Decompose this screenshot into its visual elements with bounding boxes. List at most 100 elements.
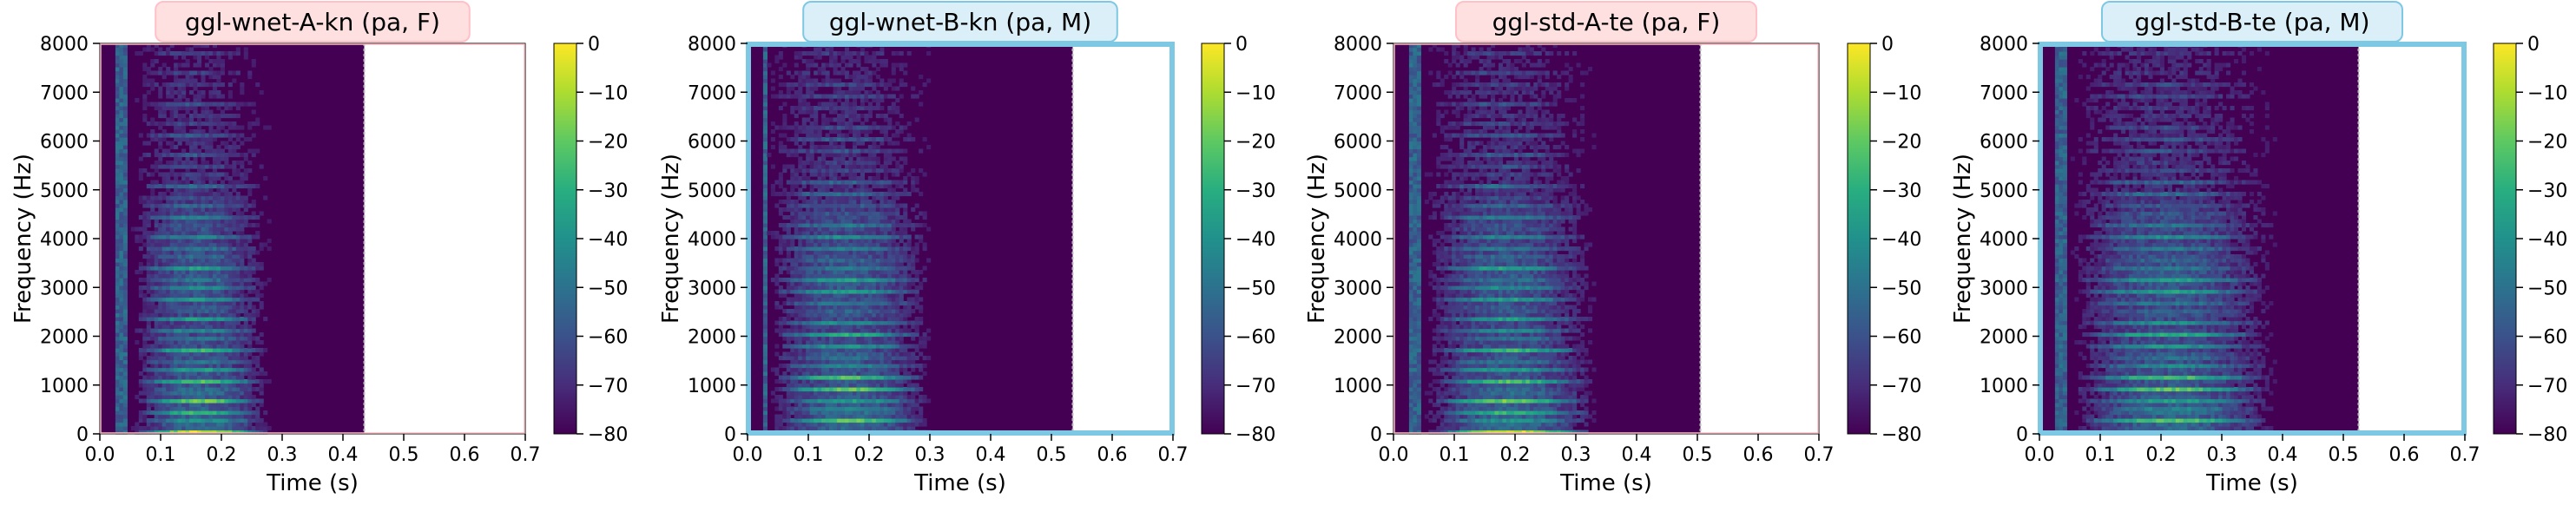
spectrogram-cell bbox=[216, 266, 221, 271]
spectrogram-cell bbox=[158, 67, 163, 72]
spectrogram-cell bbox=[224, 270, 229, 275]
spectrogram-cell bbox=[840, 226, 846, 232]
spectrogram-cell bbox=[829, 106, 834, 111]
spectrogram-cell bbox=[181, 297, 187, 302]
spectrogram-cell bbox=[794, 90, 799, 95]
spectrogram-cell bbox=[115, 266, 120, 271]
spectrogram-cell bbox=[848, 379, 853, 384]
spectrogram-cell bbox=[860, 325, 865, 330]
spectrogram-cell bbox=[848, 176, 853, 181]
spectrogram-cell bbox=[174, 62, 179, 68]
spectrogram-cell bbox=[856, 141, 861, 146]
spectrogram-cell bbox=[185, 59, 190, 64]
spectrogram-cell bbox=[864, 320, 869, 325]
spectrogram-cell bbox=[833, 141, 838, 146]
spectrogram-cell bbox=[177, 379, 182, 384]
spectrogram-cell bbox=[845, 153, 850, 158]
spectrogram-cell bbox=[848, 231, 853, 236]
spectrogram-cell bbox=[817, 254, 822, 259]
spectrogram-cell bbox=[201, 43, 206, 49]
spectrogram-cell bbox=[138, 156, 143, 161]
spectrogram-cell bbox=[189, 129, 194, 134]
spectrogram-cell bbox=[227, 309, 233, 314]
spectrogram-cell bbox=[833, 403, 838, 408]
spectrogram-cell bbox=[259, 367, 264, 372]
spectrogram-cell bbox=[216, 351, 221, 357]
spectrogram-cell bbox=[259, 340, 264, 345]
spectrogram-cell bbox=[762, 200, 768, 205]
spectrogram-cell bbox=[782, 148, 787, 154]
spectrogram-cell bbox=[833, 70, 838, 75]
spectrogram-cell bbox=[833, 395, 838, 400]
spectrogram-cell bbox=[193, 262, 198, 267]
spectrogram-cell bbox=[762, 246, 768, 252]
spectrogram-cell bbox=[158, 266, 163, 271]
spectrogram-cell bbox=[821, 246, 827, 252]
spectrogram-cell bbox=[814, 200, 819, 205]
spectrogram-cell bbox=[860, 289, 865, 294]
spectrogram-cell bbox=[119, 375, 124, 380]
spectrogram-cell bbox=[814, 281, 819, 286]
spectrogram-cell bbox=[193, 195, 198, 200]
spectrogram-cell bbox=[142, 254, 148, 259]
spectrogram-cell bbox=[790, 344, 795, 349]
spectrogram-cell bbox=[189, 356, 194, 361]
spectrogram-cell bbox=[216, 117, 221, 122]
spectrogram-cell bbox=[193, 371, 198, 377]
spectrogram-cell bbox=[208, 406, 214, 411]
spectrogram-cell bbox=[235, 70, 240, 75]
spectrogram-cell bbox=[267, 125, 272, 130]
spectrogram-cell bbox=[860, 164, 865, 169]
spectrogram-cell bbox=[821, 270, 827, 275]
spectrogram-cell bbox=[166, 141, 171, 146]
spectrogram-cell bbox=[762, 231, 768, 236]
spectrogram-cell bbox=[798, 90, 803, 95]
spectrogram-cell bbox=[154, 364, 159, 369]
spectrogram-cell bbox=[867, 215, 873, 220]
spectrogram-cell bbox=[216, 121, 221, 127]
spectrogram-cell bbox=[240, 395, 245, 400]
spectrogram-cell bbox=[801, 410, 807, 416]
spectrogram-cell bbox=[809, 94, 814, 99]
spectrogram-cell bbox=[232, 215, 237, 220]
spectrogram-cell bbox=[119, 109, 124, 115]
spectrogram-cell bbox=[243, 184, 248, 189]
spectrogram-cell bbox=[867, 390, 873, 396]
spectrogram-cell bbox=[867, 207, 873, 213]
spectrogram-cell bbox=[864, 371, 869, 377]
spectrogram-cell bbox=[146, 348, 151, 353]
spectrogram-cell bbox=[193, 164, 198, 169]
spectrogram-cell bbox=[840, 145, 846, 150]
spectrogram-cell bbox=[251, 430, 256, 435]
spectrogram-cell bbox=[216, 395, 221, 400]
spectrogram-cell bbox=[860, 383, 865, 388]
spectrogram-cell bbox=[181, 153, 187, 158]
spectrogram-cell bbox=[181, 278, 187, 283]
spectrogram-cell bbox=[809, 156, 814, 161]
spectrogram-cell bbox=[825, 70, 830, 75]
spectrogram-cell bbox=[837, 117, 842, 122]
spectrogram-cell bbox=[135, 395, 140, 400]
spectrogram-cell bbox=[255, 281, 260, 286]
spectrogram-cell bbox=[224, 129, 229, 134]
spectrogram-cell bbox=[193, 94, 198, 99]
spectrogram-cell bbox=[243, 317, 248, 322]
spectrogram-cell bbox=[189, 239, 194, 244]
colorbar-tick-label: −70 bbox=[588, 376, 628, 397]
spectrogram-cell bbox=[201, 78, 206, 83]
spectrogram-cell bbox=[786, 414, 791, 419]
spectrogram-cell bbox=[825, 348, 830, 353]
spectrogram-cell bbox=[240, 161, 245, 166]
spectrogram-cell bbox=[150, 242, 155, 247]
spectrogram-cell bbox=[794, 180, 799, 185]
spectrogram-cell bbox=[232, 387, 237, 392]
spectrogram-cell bbox=[216, 371, 221, 377]
spectrogram-cell bbox=[794, 203, 799, 208]
spectrogram-cell bbox=[829, 102, 834, 107]
spectrogram-cell bbox=[864, 364, 869, 369]
spectrogram-cell bbox=[243, 356, 248, 361]
spectrogram-cell bbox=[235, 242, 240, 247]
spectrogram-cell bbox=[169, 305, 175, 310]
spectrogram-cell bbox=[204, 328, 210, 333]
spectrogram-cell bbox=[243, 364, 248, 369]
